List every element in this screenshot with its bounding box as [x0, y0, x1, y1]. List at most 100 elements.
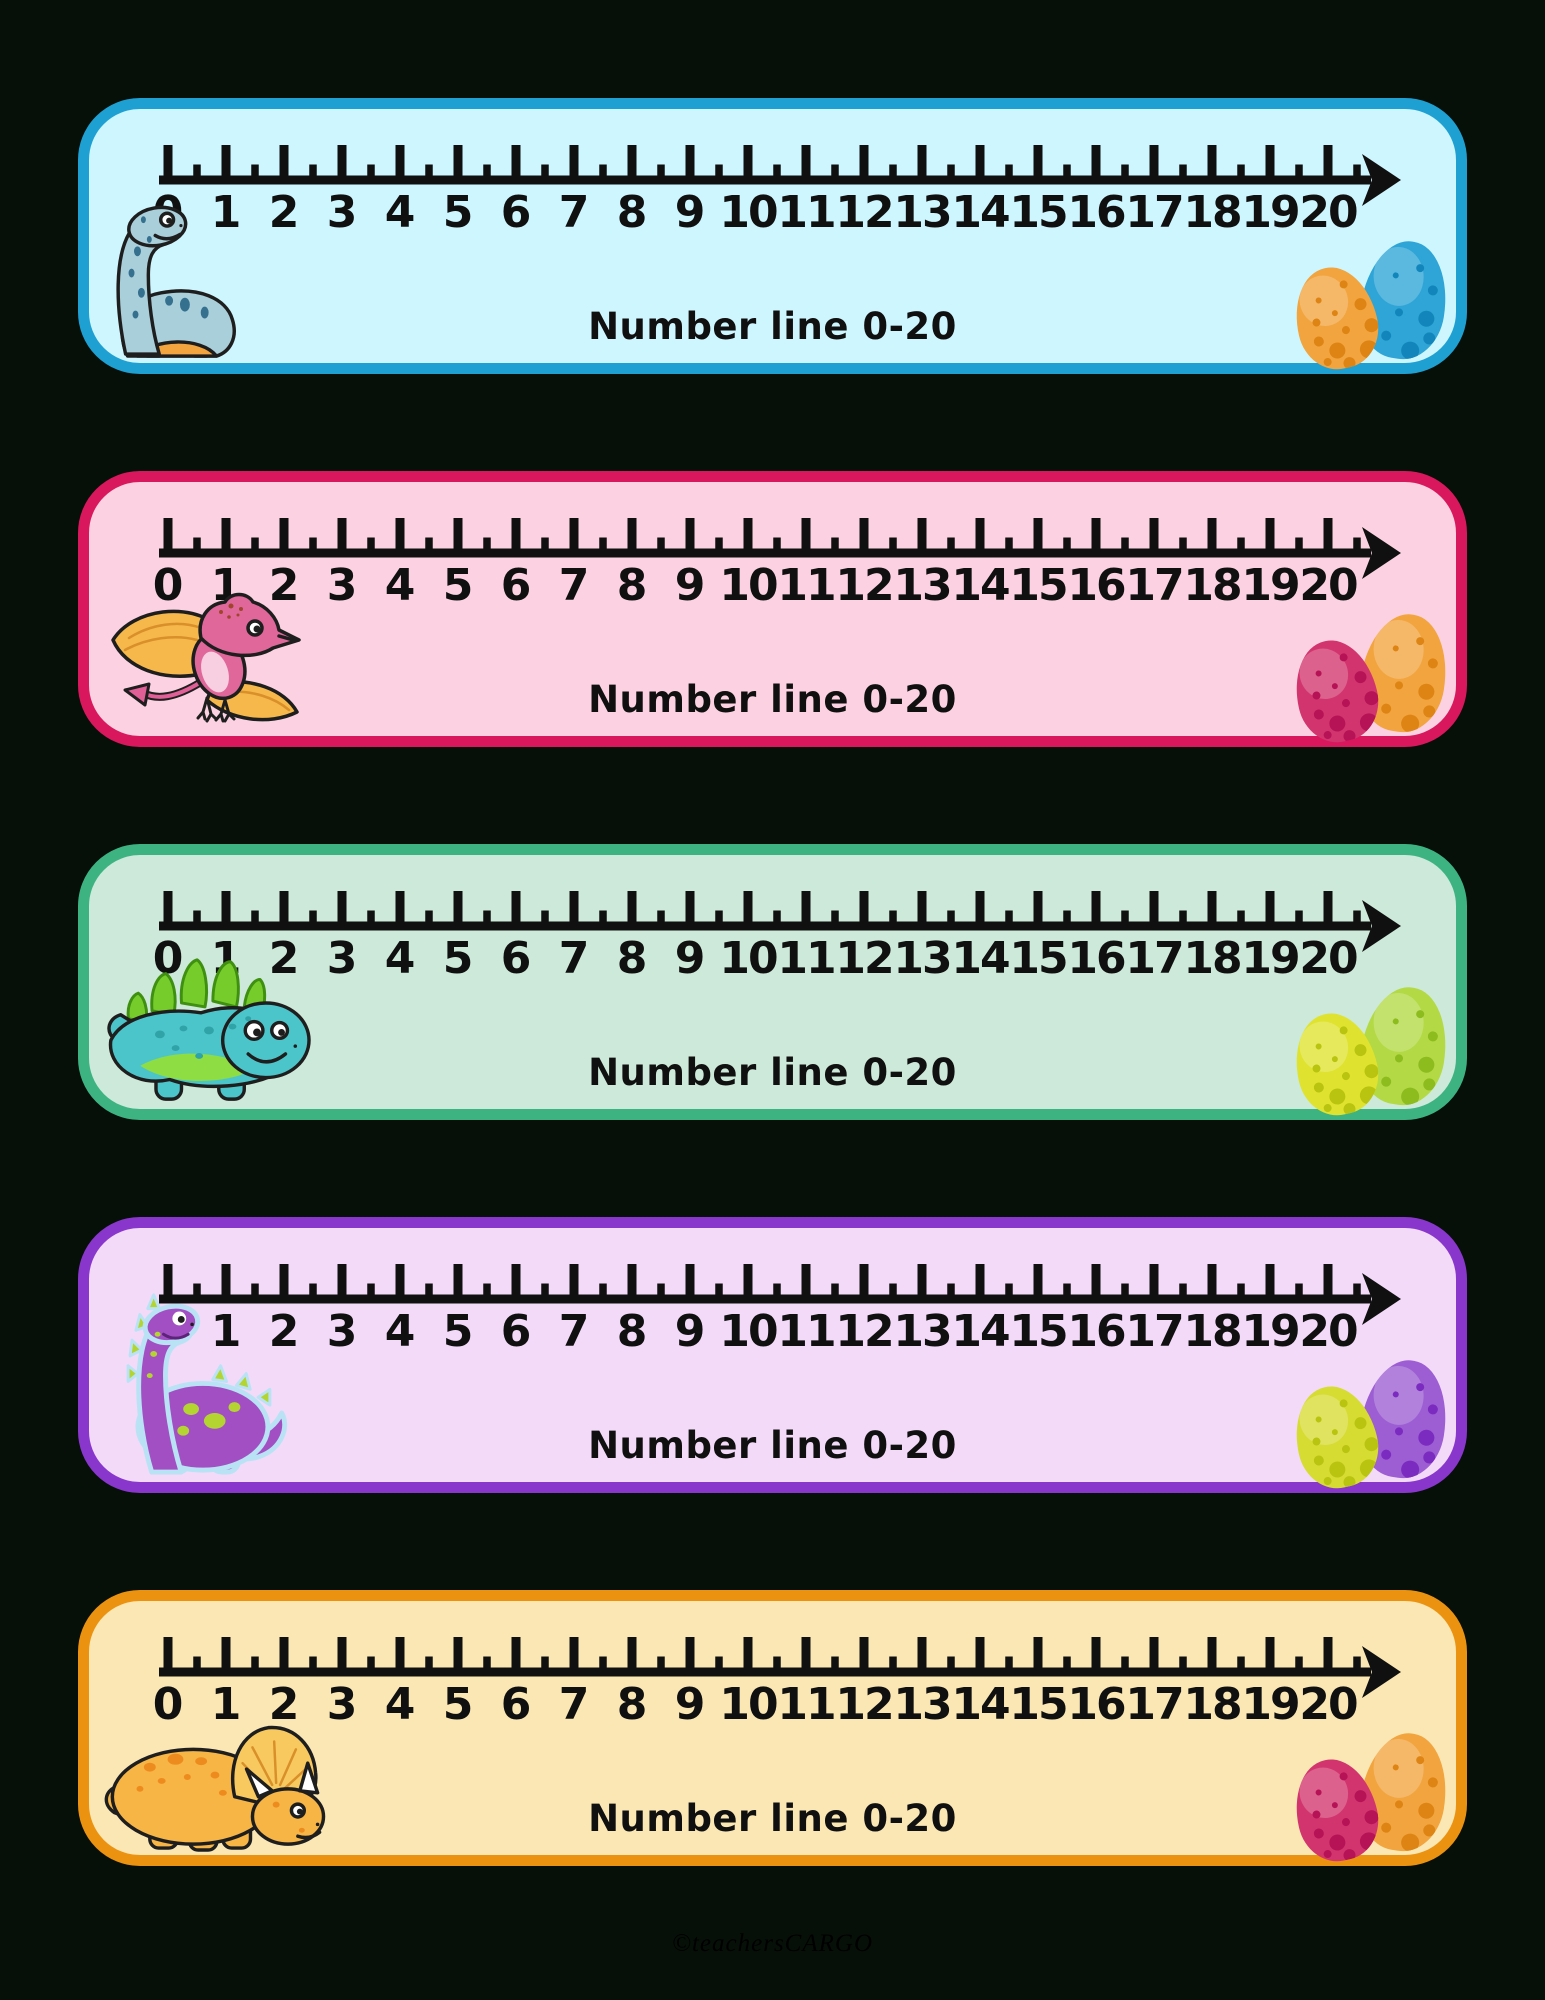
egg-spot [1426, 657, 1439, 670]
number-label: 14 [951, 1306, 1009, 1357]
tick-major [627, 145, 637, 185]
number-label: 10 [719, 187, 777, 238]
tick-minor [657, 1656, 665, 1677]
tick-major [1323, 145, 1333, 185]
tick-major [1149, 1637, 1159, 1677]
number-label: 15 [1009, 933, 1066, 984]
number-label: 15 [1009, 187, 1066, 238]
tick-major [337, 1637, 347, 1677]
egg-spot [1353, 1042, 1368, 1058]
tick-major [917, 1637, 927, 1677]
tick-major [453, 891, 463, 931]
number-label: 1 [211, 1679, 242, 1730]
tick-minor [425, 1283, 433, 1304]
egg-spot [1322, 730, 1333, 740]
egg-spot [1311, 1436, 1322, 1447]
tick-major [1091, 1637, 1101, 1677]
egg-spot [1358, 338, 1380, 360]
egg-spot [1312, 1454, 1325, 1467]
tick-minor [1063, 537, 1071, 558]
tick-minor [193, 537, 201, 558]
tick-major [685, 1264, 695, 1304]
number-line-axis [159, 548, 1371, 558]
tick-major [627, 1264, 637, 1304]
tick-minor [251, 164, 259, 185]
tick-minor [947, 910, 955, 931]
egg-spot [1327, 341, 1347, 361]
tick-minor [599, 164, 607, 185]
tick-major [685, 891, 695, 931]
number-label: 15 [1009, 1306, 1066, 1357]
tick-minor [889, 537, 897, 558]
egg-spot [1342, 355, 1357, 371]
number-label: 10 [719, 560, 777, 611]
egg-spot [1353, 669, 1368, 685]
tick-major [801, 1264, 811, 1304]
tick-major [801, 518, 811, 558]
dino-eggs [1285, 608, 1455, 750]
number-label: 17 [1125, 933, 1182, 984]
dino-eggs [1285, 235, 1455, 377]
number-label: 7 [559, 933, 590, 984]
tick-major [163, 1637, 173, 1677]
tick-major [975, 145, 985, 185]
tick-major [1149, 891, 1159, 931]
number-line-axis [159, 1294, 1371, 1304]
pink-pterodactyl-icon [103, 586, 303, 726]
egg-spot [1392, 1763, 1400, 1771]
egg-spot [1415, 1755, 1425, 1765]
egg-spot [1342, 1101, 1357, 1117]
tick-minor [309, 1283, 317, 1304]
tick-major [975, 1264, 985, 1304]
tick-major [569, 1637, 579, 1677]
egg-spot [1342, 728, 1357, 744]
tick-minor [367, 537, 375, 558]
egg-spot [1358, 1457, 1380, 1479]
number-label: 5 [443, 1306, 474, 1357]
number-label: 11 [777, 933, 834, 984]
number-line-axis [159, 921, 1371, 931]
tick-minor [367, 164, 375, 185]
number-label: 3 [327, 933, 358, 984]
tick-major [1149, 1264, 1159, 1304]
egg-spot [1422, 331, 1437, 346]
number-label: 10 [719, 1679, 777, 1730]
number-label: 3 [327, 1679, 358, 1730]
number-label: 11 [777, 187, 834, 238]
tick-minor [1005, 910, 1013, 931]
tick-minor [657, 164, 665, 185]
number-label: 8 [617, 1306, 648, 1357]
egg-spot [1327, 1087, 1347, 1107]
tick-minor [831, 164, 839, 185]
number-label: 19 [1241, 1306, 1298, 1357]
number-label: 5 [443, 560, 474, 611]
number-label: 19 [1241, 933, 1298, 984]
tick-major [337, 145, 347, 185]
egg-spot [1312, 708, 1325, 721]
number-label: 16 [1067, 187, 1125, 238]
number-label: 5 [443, 933, 474, 984]
tick-minor [483, 910, 491, 931]
tick-major [569, 145, 579, 185]
tick-minor [715, 1656, 723, 1677]
number-label: 15 [1009, 560, 1066, 611]
egg-spot [1331, 1801, 1339, 1809]
tick-minor [715, 164, 723, 185]
tick-minor [425, 910, 433, 931]
egg-spot [1339, 279, 1349, 290]
number-label: 6 [501, 187, 532, 238]
number-label: 13 [893, 1306, 950, 1357]
tick-major [1323, 1637, 1333, 1677]
tick-major [1033, 1637, 1043, 1677]
tick-major [279, 1637, 289, 1677]
number-label: 18 [1183, 560, 1240, 611]
number-label: 10 [719, 1306, 777, 1357]
tick-major [743, 1637, 753, 1677]
egg-spot [1322, 1103, 1333, 1113]
number-label: 4 [385, 1306, 416, 1357]
tick-major [163, 145, 173, 185]
tick-minor [1005, 1656, 1013, 1677]
egg-spot [1358, 711, 1380, 733]
